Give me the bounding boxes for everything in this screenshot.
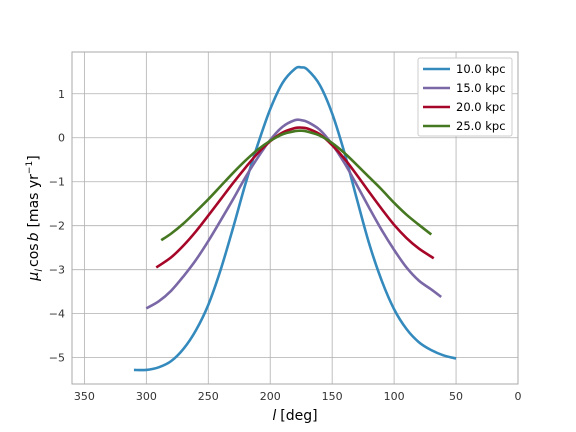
series-line-2 [145,118,442,310]
y-axis-mu: μ [26,272,42,282]
y-tick-label: −1 [49,176,65,189]
legend-label-1: 10.0 kpc [456,62,506,76]
x-tick-label: 350 [74,390,95,403]
series-line-4 [160,129,433,242]
x-tick-label: 100 [384,390,405,403]
x-tick-label: 250 [198,390,219,403]
series-line-1 [133,65,457,372]
y-axis-b: b [26,232,42,241]
y-tick-label: −3 [49,264,65,277]
y-tick-label: −2 [49,220,65,233]
x-axis-var: l [272,408,276,424]
x-tick-label: 50 [449,390,463,403]
legend-label-2: 15.0 kpc [456,81,506,95]
y-tick-label: −4 [49,308,65,321]
y-axis-cos: cos [26,243,42,267]
legend-box [417,57,513,137]
x-tick-labels: 350 300 250 200 150 100 50 0 [74,390,522,403]
legend: 10.0 kpc 15.0 kpc 20.0 kpc 25.0 kpc [417,57,513,137]
y-axis-sub: l [34,269,45,272]
legend-label-3: 20.0 kpc [456,100,506,114]
y-tick-label: 0 [58,132,65,145]
x-axis-unit: [deg] [280,408,317,424]
series-lines [133,65,457,372]
legend-label-4: 25.0 kpc [456,119,506,133]
y-axis-close: ] [26,155,42,160]
x-axis-label: l [deg] [272,408,317,424]
series-line-3 [155,126,435,269]
x-tick-label: 0 [515,390,522,403]
y-tick-label: −5 [49,352,65,365]
x-tick-label: 200 [260,390,281,403]
y-axis-sup: −1 [25,161,35,174]
plot-frame [71,51,519,385]
x-tick-label: 300 [136,390,157,403]
y-axis-unit: [mas yr [26,174,42,228]
x-tick-label: 150 [322,390,343,403]
y-axis-label: μl cos b [mas yr−1] [25,155,45,281]
y-tick-labels: 1 0 −1 −2 −3 −4 −5 [49,88,65,365]
y-tick-label: 1 [58,88,65,101]
